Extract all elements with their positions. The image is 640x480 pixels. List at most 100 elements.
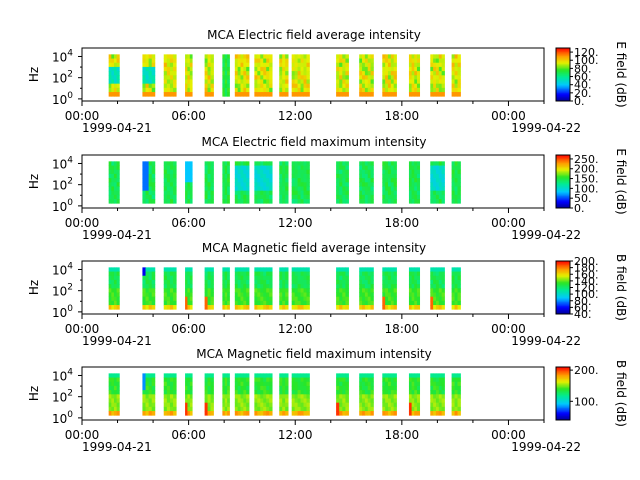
spectrogram-cell (148, 279, 153, 285)
spectrogram-cell (145, 411, 150, 416)
spectrogram-cell (204, 173, 208, 179)
spectrogram-cell (303, 373, 307, 378)
spectrogram-cell (260, 300, 264, 306)
spectrogram-cell (300, 390, 304, 395)
spectrogram-cell (257, 54, 261, 59)
spectrogram-cell (451, 288, 455, 293)
spectrogram-cell (207, 267, 211, 272)
spectrogram-cell (387, 381, 392, 387)
y-tick-label: 100 (52, 91, 73, 107)
spectrogram-cell (433, 406, 437, 412)
spectrogram-cell (108, 296, 112, 302)
spectrogram-cell (408, 54, 413, 59)
spectrogram-cell (441, 288, 445, 293)
spectrogram-cell (145, 199, 150, 204)
colorbar-swatch (556, 178, 570, 181)
spectrogram-cell (222, 267, 226, 272)
spectrogram-cell (336, 271, 340, 277)
spectrogram-cell (451, 173, 455, 179)
spectrogram-cell (435, 54, 440, 59)
spectrogram-cell (367, 182, 371, 187)
spectrogram-cell (430, 377, 434, 383)
spectrogram-cell (382, 377, 386, 383)
spectrogram-cell (108, 390, 112, 395)
colorbar-swatch (556, 378, 570, 381)
spectrogram-cell (297, 58, 301, 64)
spectrogram-cell (362, 373, 366, 378)
spectrogram-cell (207, 292, 211, 298)
spectrogram-cell (435, 271, 440, 277)
spectrogram-cell (297, 194, 301, 200)
spectrogram-cell (457, 71, 461, 76)
spectrogram-cell (303, 305, 307, 310)
spectrogram-cell (342, 182, 346, 187)
spectrogram-cell (151, 394, 156, 399)
data-segment (430, 161, 445, 204)
spectrogram-cell (173, 292, 177, 298)
spectrogram-cell (269, 173, 273, 179)
spectrogram-cell (387, 169, 392, 175)
spectrogram-cell (297, 385, 301, 391)
spectrogram-cell (243, 199, 247, 204)
spectrogram-cell (254, 92, 258, 97)
spectrogram-cell (237, 373, 241, 378)
spectrogram-cell (173, 178, 177, 183)
spectrogram-cell (282, 62, 286, 68)
spectrogram-cell (279, 71, 283, 76)
spectrogram-cell (169, 279, 174, 285)
spectrogram-cell (254, 406, 258, 412)
data-segment (234, 161, 250, 204)
spectrogram-cell (370, 54, 374, 59)
spectrogram-cell (269, 292, 273, 298)
spectrogram-cell (185, 87, 188, 93)
spectrogram-cell (411, 394, 415, 399)
spectrogram-cell (189, 284, 193, 289)
spectrogram-cell (254, 190, 258, 196)
spectrogram-cell (173, 377, 177, 383)
spectrogram-cell (306, 300, 310, 306)
spectrogram-cell (306, 284, 310, 289)
spectrogram-cell (387, 54, 392, 59)
spectrogram-cell (390, 271, 395, 277)
spectrogram-cell (260, 178, 264, 183)
spectrogram-cell (169, 58, 174, 64)
spectrogram-cell (173, 194, 177, 200)
spectrogram-cell (364, 288, 369, 293)
spectrogram-cell (339, 87, 343, 93)
spectrogram-cell (145, 58, 150, 64)
spectrogram-cell (243, 267, 247, 272)
spectrogram-cell (269, 406, 273, 412)
spectrogram-cell (359, 300, 363, 306)
spectrogram-cell (435, 279, 440, 285)
spectrogram-cell (454, 406, 458, 412)
spectrogram-cell (367, 165, 371, 171)
spectrogram-cell (113, 54, 118, 59)
spectrogram-cell (294, 83, 298, 89)
spectrogram-cell (187, 390, 191, 395)
spectrogram-cell (441, 275, 445, 281)
spectrogram-cell (260, 194, 264, 200)
spectrogram-cell (207, 284, 211, 289)
spectrogram-cell (227, 385, 230, 391)
spectrogram-cell (430, 190, 434, 196)
colorbar-swatch (556, 67, 570, 70)
spectrogram-cell (342, 377, 346, 383)
spectrogram-cell (297, 92, 301, 97)
spectrogram-cell (438, 271, 443, 277)
spectrogram-cell (390, 284, 395, 289)
spectrogram-cell (297, 377, 301, 383)
spectrogram-cell (142, 173, 146, 179)
colorbar-swatch (556, 59, 570, 62)
spectrogram-cell (254, 271, 258, 277)
spectrogram-cell (282, 267, 286, 272)
spectrogram-cell (279, 305, 283, 310)
data-segment (408, 267, 421, 310)
spectrogram-cell (163, 75, 168, 80)
spectrogram-cell (408, 182, 413, 187)
spectrogram-cell (408, 92, 413, 97)
spectrogram-cell (362, 411, 366, 416)
spectrogram-cell (342, 194, 346, 200)
spectrogram-cell (411, 178, 415, 183)
spectrogram-cell (263, 411, 267, 416)
colorbar-swatch (556, 170, 570, 173)
